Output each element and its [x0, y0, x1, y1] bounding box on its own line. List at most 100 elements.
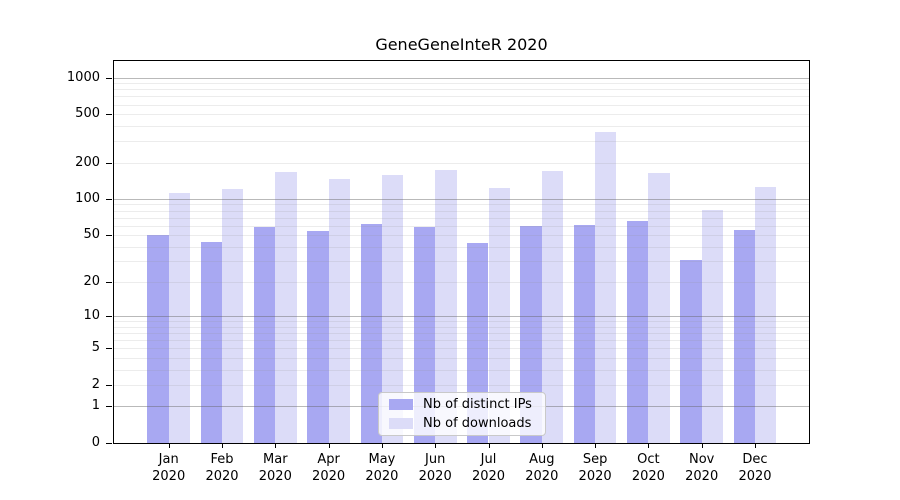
x-tick-label-aug: Aug 2020: [525, 452, 559, 484]
y-tick-label-500: 500: [75, 106, 100, 122]
x-tick-label-dec: Dec 2020: [738, 452, 772, 484]
x-tick-jul: [488, 444, 490, 448]
y-tick-label-10: 10: [83, 308, 100, 324]
bar-distinct-ips-mar: [253, 227, 276, 443]
gridline-4: [114, 357, 809, 359]
x-tick-label-may: May 2020: [365, 452, 399, 484]
bar-distinct-ips-sep: [573, 224, 596, 443]
gridline-5: [114, 348, 809, 350]
bar-distinct-ips-nov: [680, 259, 702, 443]
gridline-10: [114, 316, 809, 318]
bar-distinct-ips-dec: [733, 230, 755, 443]
legend-swatch-distinct-ips: [389, 399, 413, 410]
gridline-800: [114, 89, 809, 91]
bar-downloads-dec: [755, 186, 777, 443]
gridline-90: [114, 204, 809, 206]
y-tick-1: [106, 406, 112, 408]
x-tick-label-mar: Mar 2020: [258, 452, 292, 484]
bar-downloads-sep: [595, 132, 617, 443]
x-tick-label-jan: Jan 2020: [152, 452, 186, 484]
gridline-400: [114, 125, 809, 127]
bar-distinct-ips-jun: [413, 227, 436, 443]
y-tick-1000: [106, 77, 112, 79]
bar-downloads-jun: [435, 170, 457, 443]
bar-distinct-ips-feb: [200, 241, 222, 443]
gridline-8: [114, 326, 809, 328]
bar-distinct-ips-apr: [307, 231, 329, 443]
gridline-30: [114, 261, 809, 263]
gridline-100: [114, 198, 809, 200]
y-tick-label-1000: 1000: [66, 69, 100, 85]
x-tick-dec: [755, 444, 756, 448]
bar-downloads-nov: [701, 209, 724, 443]
y-tick-label-50: 50: [83, 227, 100, 242]
bar-downloads-may: [381, 174, 404, 443]
legend: Nb of distinct IPs Nb of downloads: [378, 392, 546, 436]
x-tick-sep: [595, 444, 597, 448]
y-tick-label-0: 0: [91, 435, 100, 450]
y-tick-label-200: 200: [75, 154, 100, 170]
y-tick-500: [106, 114, 112, 116]
legend-item-distinct-ips: Nb of distinct IPs: [389, 397, 535, 412]
bar-distinct-ips-aug: [520, 225, 542, 443]
x-tick-label-apr: Apr 2020: [312, 452, 346, 484]
bar-downloads-aug: [541, 171, 564, 443]
gridline-40: [114, 246, 809, 248]
y-tick-2: [106, 384, 112, 386]
y-tick-0: [106, 443, 112, 444]
y-tick-100: [106, 198, 112, 200]
gridline-200: [114, 162, 809, 164]
gridline-500: [114, 114, 809, 116]
legend-label-distinct-ips: Nb of distinct IPs: [423, 397, 532, 412]
x-tick-aug: [541, 444, 543, 448]
x-tick-nov: [701, 444, 703, 448]
x-tick-label-jul: Jul 2020: [471, 452, 506, 484]
y-tick-label-20: 20: [83, 273, 100, 289]
gridline-2: [114, 384, 809, 386]
x-tick-jun: [435, 444, 437, 448]
gridline-80: [114, 210, 809, 212]
bar-downloads-mar: [275, 171, 297, 443]
gridline-6: [114, 340, 809, 342]
x-tick-label-oct: Oct 2020: [631, 452, 665, 484]
gridline-7: [114, 333, 809, 334]
y-tick-50: [106, 235, 112, 236]
chart-title: GeneGeneInteR 2020: [375, 35, 548, 54]
bar-downloads-feb: [222, 188, 244, 443]
gridline-70: [114, 217, 809, 219]
y-tick-label-1: 1: [91, 398, 100, 414]
x-tick-may: [381, 444, 383, 448]
gridline-700: [114, 96, 809, 98]
gridline-20: [114, 281, 809, 283]
bar-distinct-ips-may: [360, 223, 382, 443]
bar-distinct-ips-jan: [147, 235, 169, 443]
x-tick-feb: [222, 444, 223, 448]
y-tick-label-2: 2: [91, 376, 100, 392]
bar-downloads-oct: [648, 172, 670, 443]
legend-label-downloads: Nb of downloads: [423, 416, 532, 431]
y-tick-200: [106, 162, 112, 164]
y-tick-label-5: 5: [91, 340, 100, 356]
gridline-60: [114, 225, 809, 227]
x-tick-apr: [328, 444, 330, 448]
y-tick-20: [106, 281, 112, 283]
bar-downloads-jan: [168, 192, 191, 443]
x-tick-label-feb: Feb 2020: [205, 452, 239, 484]
x-tick-label-nov: Nov 2020: [685, 452, 719, 484]
gridline-9: [114, 321, 809, 323]
gridline-50: [114, 235, 809, 236]
plot-area: [113, 60, 810, 444]
gridline-600: [114, 104, 809, 106]
gridline-900: [114, 83, 809, 85]
gridline-3: [114, 369, 809, 371]
x-tick-label-jun: Jun 2020: [418, 452, 452, 484]
bar-downloads-apr: [328, 179, 350, 443]
x-tick-oct: [648, 444, 650, 448]
x-tick-label-sep: Sep 2020: [578, 452, 612, 484]
x-tick-mar: [275, 444, 277, 448]
legend-swatch-downloads: [389, 418, 413, 429]
y-tick-label-100: 100: [75, 190, 100, 206]
gridline-1000: [114, 77, 809, 79]
x-tick-jan: [168, 444, 170, 448]
